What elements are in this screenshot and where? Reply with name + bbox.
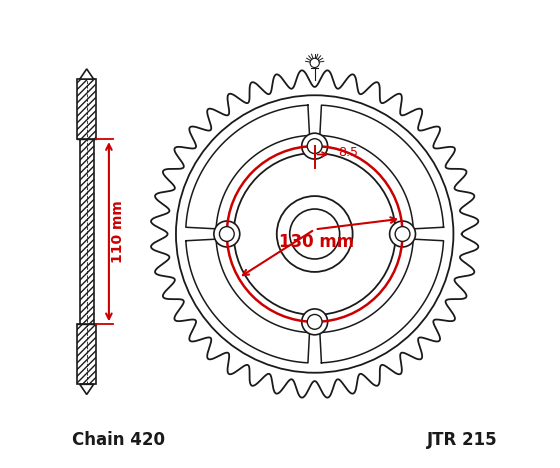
Bar (77, 79, 96, 139)
Bar (80, 79, 94, 384)
Text: 8.5: 8.5 (338, 146, 358, 159)
Circle shape (395, 227, 410, 241)
Circle shape (302, 309, 328, 335)
Bar (77, 324, 96, 384)
Bar (77, 79, 96, 139)
Polygon shape (80, 69, 94, 79)
Text: JTR 215: JTR 215 (427, 431, 497, 449)
Circle shape (307, 139, 322, 154)
Circle shape (302, 133, 328, 159)
Bar (77, 324, 96, 384)
Text: 110 mm: 110 mm (111, 200, 125, 263)
Text: Chain 420: Chain 420 (72, 431, 165, 449)
Text: 130 mm: 130 mm (279, 234, 354, 251)
Circle shape (214, 221, 240, 247)
Polygon shape (80, 384, 94, 395)
Bar (80, 79, 94, 384)
Circle shape (220, 227, 234, 241)
Circle shape (390, 221, 416, 247)
Circle shape (307, 314, 322, 329)
